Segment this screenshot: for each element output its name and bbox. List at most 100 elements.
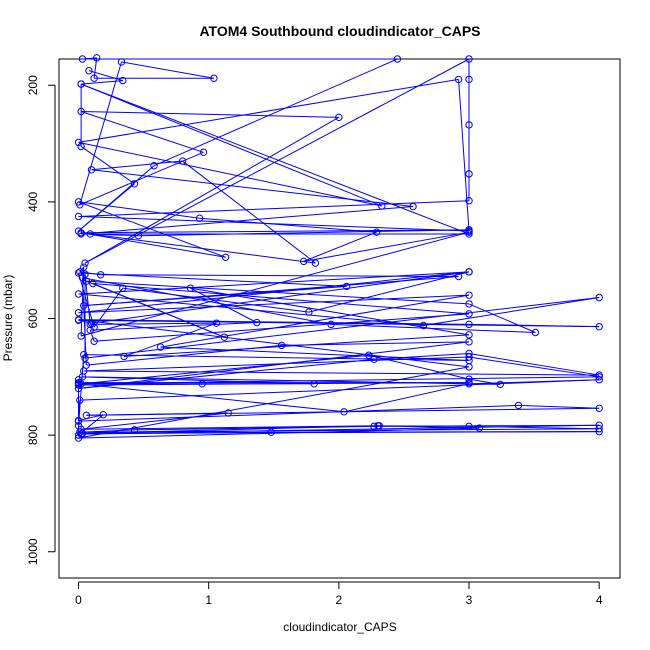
data-point (372, 228, 381, 236)
series-line-segment (343, 383, 470, 413)
series-line-segment (86, 412, 229, 416)
series-line-segment (83, 354, 470, 361)
series-line-segment (80, 267, 85, 337)
data-point (86, 326, 94, 334)
series-line-segment (303, 231, 377, 262)
data-point (465, 320, 473, 329)
data-point (86, 230, 94, 238)
y-axis-label: Pressure (mbar) (1, 275, 15, 362)
series-line-segment (122, 287, 309, 313)
data-point (150, 162, 158, 170)
series-line-segment (78, 201, 226, 258)
data-point (134, 231, 143, 240)
data-point (74, 212, 83, 221)
data-point (465, 375, 473, 383)
data-point (465, 226, 473, 234)
data-point (80, 263, 88, 271)
data-point (305, 308, 313, 316)
y-tick-label: 600 (26, 308, 40, 328)
series-line-segment (78, 383, 345, 413)
data-point (82, 361, 91, 369)
series-line-segment (79, 151, 204, 206)
data-point (465, 228, 473, 236)
series-line-segment (86, 344, 282, 366)
series-line-segment (78, 78, 459, 143)
data-point (82, 411, 91, 420)
data-point (595, 293, 603, 302)
data-point (465, 55, 473, 63)
data-point (465, 356, 473, 365)
series-line-segment (79, 429, 135, 433)
series-line-segment (138, 229, 470, 237)
data-point (195, 214, 204, 222)
plot-frame (58, 58, 621, 579)
series-line-segment (80, 231, 470, 337)
data-point (595, 425, 603, 433)
data-point (74, 378, 83, 387)
data-point (465, 121, 473, 129)
data-point (327, 320, 335, 329)
x-axis: 0 1 2 3 4 (75, 581, 603, 607)
series-line-segment (81, 206, 414, 235)
data-point (90, 337, 98, 345)
series-line-segment (78, 319, 600, 328)
series-line-segment (423, 297, 600, 326)
series-line-segment (80, 146, 135, 185)
y-tick-label: 400 (26, 192, 40, 212)
data-point (370, 422, 378, 431)
data-point (595, 322, 603, 331)
data-point (78, 429, 87, 438)
data-point (496, 380, 504, 389)
data-point (300, 257, 308, 266)
data-point (378, 202, 386, 210)
data-point (335, 113, 343, 122)
series-line-segment (379, 425, 480, 429)
data-point (156, 343, 165, 351)
data-point (96, 271, 105, 279)
series-line-segment (78, 165, 155, 232)
series-line-segment (81, 80, 123, 85)
series-line-segment (81, 424, 600, 435)
data-point (220, 333, 229, 341)
series-line-segment (303, 231, 470, 262)
series-line-segment (78, 319, 92, 324)
series-layer (74, 54, 603, 442)
data-point (465, 378, 473, 387)
x-tick-label: 0 (75, 593, 82, 607)
series-line-segment (78, 366, 470, 439)
series-line-segment (78, 201, 200, 219)
series-line-segment (84, 274, 91, 325)
data-point (74, 316, 83, 324)
data-point (130, 180, 139, 188)
data-point (80, 350, 88, 359)
series-0 (74, 54, 603, 442)
data-point (74, 381, 83, 389)
data-point (465, 353, 473, 361)
y-tick-label: 800 (26, 425, 40, 445)
data-point (74, 308, 83, 317)
series-line-segment (121, 61, 214, 79)
data-point (465, 75, 473, 84)
data-point (370, 355, 378, 364)
series-line-segment (78, 382, 470, 386)
data-point (117, 58, 126, 66)
data-point (74, 138, 83, 147)
series-line-segment (91, 169, 414, 208)
data-point (465, 422, 473, 431)
series-line-segment (92, 283, 470, 315)
series-line-segment (82, 277, 332, 325)
series-line-segment (90, 322, 257, 331)
data-point (465, 170, 473, 178)
series-line-segment (199, 217, 377, 233)
series-line-segment (331, 323, 536, 333)
series-line-segment (89, 329, 95, 342)
data-point (419, 321, 428, 330)
x-axis-label: cloudindicator_CAPS (283, 620, 396, 634)
data-point (198, 380, 206, 388)
data-point (77, 142, 85, 151)
data-point (340, 408, 348, 416)
data-point (365, 351, 373, 359)
data-point (85, 66, 93, 75)
